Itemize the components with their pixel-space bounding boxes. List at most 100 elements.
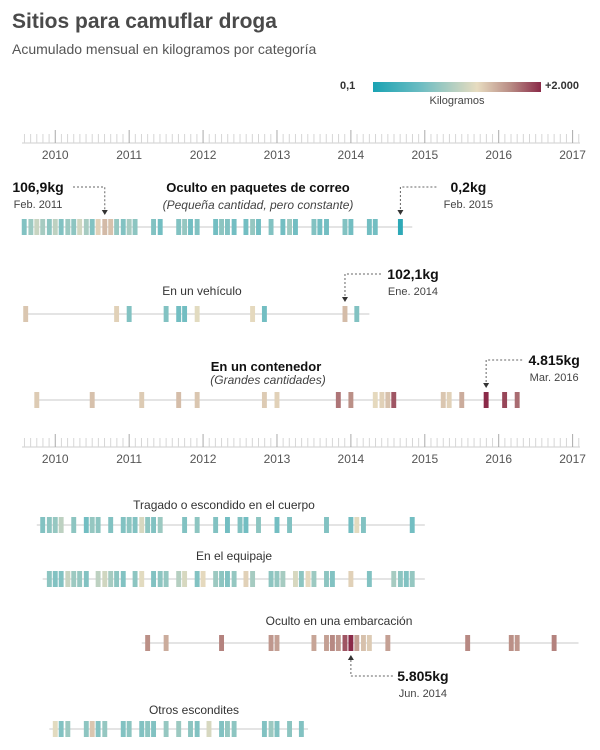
heatmap-cell: [324, 517, 329, 533]
heatmap-cell: [176, 219, 182, 235]
heatmap-cell: [188, 721, 193, 737]
axis-year-label: 2014: [338, 148, 365, 162]
axis-year-label: 2016: [485, 452, 512, 466]
heatmap-cell: [348, 635, 354, 651]
heatmap-cell: [280, 571, 286, 587]
heatmap-cell: [348, 517, 354, 533]
heatmap-cell: [89, 219, 95, 235]
heatmap-cell: [354, 635, 360, 651]
heatmap-cell: [287, 219, 293, 235]
legend-gradient-bar: [373, 82, 541, 92]
heatmap-cell: [213, 517, 219, 533]
heatmap-cell: [280, 219, 286, 235]
heatmap-cell: [120, 571, 126, 587]
heatmap-cell: [52, 219, 58, 235]
heatmap-cell: [139, 517, 145, 533]
heatmap-cell: [40, 517, 46, 533]
heatmap-cell: [151, 721, 157, 737]
heatmap-cell: [102, 219, 108, 235]
heatmap-cell: [114, 571, 120, 587]
annotation-date: Ene. 2014: [388, 286, 438, 298]
heatmap-cell: [385, 635, 391, 651]
annotation-leader: [485, 359, 523, 387]
heatmap-cell: [102, 571, 108, 587]
heatmap-cell: [194, 392, 200, 408]
heatmap-cell: [52, 571, 58, 587]
heatmap-cell: [65, 219, 71, 235]
heatmap-cell: [83, 517, 89, 533]
heatmap-cell: [508, 635, 514, 651]
heatmap-cell: [268, 635, 274, 651]
heatmap-cell: [311, 219, 317, 235]
series-note: (Pequeña cantidad, pero constante): [163, 198, 354, 212]
heatmap-cell: [95, 721, 101, 737]
heatmap-cell: [139, 571, 145, 587]
heatmap-cell: [268, 571, 274, 587]
heatmap-cell: [120, 219, 126, 235]
annotation-value: 106,9kg: [12, 179, 63, 195]
axis-year-label: 2015: [411, 148, 438, 162]
heatmap-cell: [176, 306, 182, 322]
heatmap-cell: [360, 635, 366, 651]
heatmap-cell: [354, 517, 360, 533]
heatmap-cell: [176, 571, 182, 587]
annotation-leader: [399, 186, 437, 214]
heatmap-cell: [52, 517, 58, 533]
heatmap-cell: [58, 721, 64, 737]
heatmap-cell: [483, 392, 489, 408]
heatmap-cell: [23, 306, 29, 322]
heatmap-cell: [348, 392, 354, 408]
heatmap-cell: [397, 571, 403, 587]
heatmap-cell: [409, 517, 415, 533]
heatmap-cell: [71, 219, 77, 235]
heatmap-cell: [287, 517, 293, 533]
heatmap-cell: [206, 721, 212, 737]
heatmap-cell: [163, 306, 169, 322]
heatmap-cell: [342, 635, 348, 651]
heatmap-cell: [385, 392, 391, 408]
heatmap-cell: [305, 571, 311, 587]
annotation-leader: [344, 273, 381, 301]
axis-year-label: 2012: [190, 452, 217, 466]
heatmap-cell: [237, 517, 243, 533]
annotation-date: Feb. 2011: [14, 199, 63, 211]
heatmap-cell: [151, 571, 157, 587]
heatmap-cell: [317, 219, 323, 235]
annotation-arrow: [397, 210, 404, 215]
heatmap-cell: [335, 635, 341, 651]
heatmap-cell: [324, 635, 329, 651]
heatmap-cell: [360, 517, 366, 533]
heatmap-cell: [250, 571, 256, 587]
heatmap-cell: [46, 571, 52, 587]
heatmap-cell: [71, 571, 77, 587]
heatmap-cell: [120, 721, 126, 737]
legend-unit-label: Kilogramos: [429, 95, 485, 107]
heatmap-cell: [293, 219, 298, 235]
heatmap-cell: [219, 721, 225, 737]
heatmap-cell: [225, 721, 230, 737]
heatmap-cell: [391, 571, 397, 587]
annotation-value: 4.815kg: [528, 352, 579, 368]
heatmap-cell: [194, 571, 200, 587]
heatmap-cell: [108, 517, 114, 533]
axis-year-label: 2011: [116, 148, 142, 162]
heatmap-cell: [311, 571, 317, 587]
heatmap-cell: [231, 721, 237, 737]
heatmap-cell: [194, 721, 200, 737]
axis-year-label: 2016: [485, 148, 512, 162]
heatmap-cell: [298, 571, 304, 587]
annotation-date: Mar. 2016: [530, 372, 579, 384]
heatmap-cell: [132, 571, 138, 587]
heatmap-cell: [502, 392, 508, 408]
legend-min-label: 0,1: [340, 80, 356, 92]
heatmap-cell: [329, 571, 335, 587]
heatmap-cell: [145, 635, 151, 651]
heatmap-cell: [132, 219, 138, 235]
heatmap-cell: [52, 721, 58, 737]
heatmap-cell: [243, 517, 249, 533]
heatmap-cell: [126, 306, 132, 322]
heatmap-cell: [213, 219, 219, 235]
heatmap-cell: [102, 721, 108, 737]
heatmap-cell: [83, 219, 89, 235]
heatmap-cell: [145, 517, 151, 533]
